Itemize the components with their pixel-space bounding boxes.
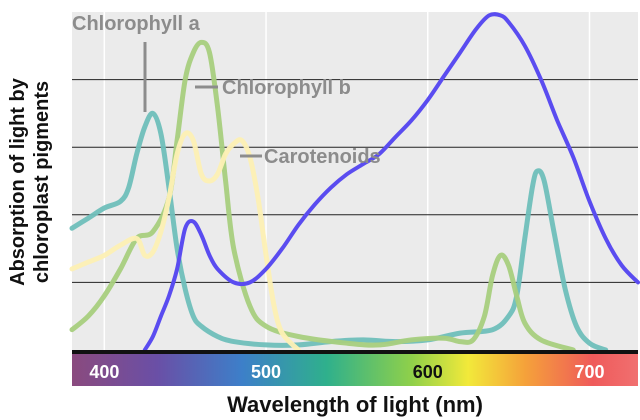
chlorophyll-b-label: Chlorophyll b (222, 77, 351, 99)
series-line-action-spectrum (142, 12, 640, 352)
visible-spectrum-bar (72, 354, 638, 386)
chlorophyll-a-label: Chlorophyll a (72, 13, 201, 35)
carotenoids-label: Carotenoids (264, 146, 381, 168)
series-lines (69, 12, 640, 353)
x-axis-title: Wavelength of light (nm) (227, 392, 483, 417)
x-axis-line (72, 350, 638, 354)
annotations: Chlorophyll a Chlorophyll b Carotenoids (72, 13, 381, 168)
y-axis-title-line-2: chloroplast pigments (31, 81, 53, 283)
x-tick-label-400: 400 (89, 362, 119, 382)
y-axis-title-line-1: Absorption of light by (7, 77, 29, 286)
series-line-carotenoids (69, 130, 301, 353)
series-line-chlorophyll-a (69, 110, 609, 353)
x-tick-label-600: 600 (413, 362, 443, 382)
plot-area (72, 12, 638, 352)
x-tick-label-700: 700 (574, 362, 604, 382)
y-axis-title: Absorption of light by chloroplast pigme… (7, 77, 53, 286)
series-line-chlorophyll-b (69, 39, 576, 353)
x-tick-labels: 400 500 600 700 (89, 362, 604, 382)
x-tick-label-500: 500 (251, 362, 281, 382)
